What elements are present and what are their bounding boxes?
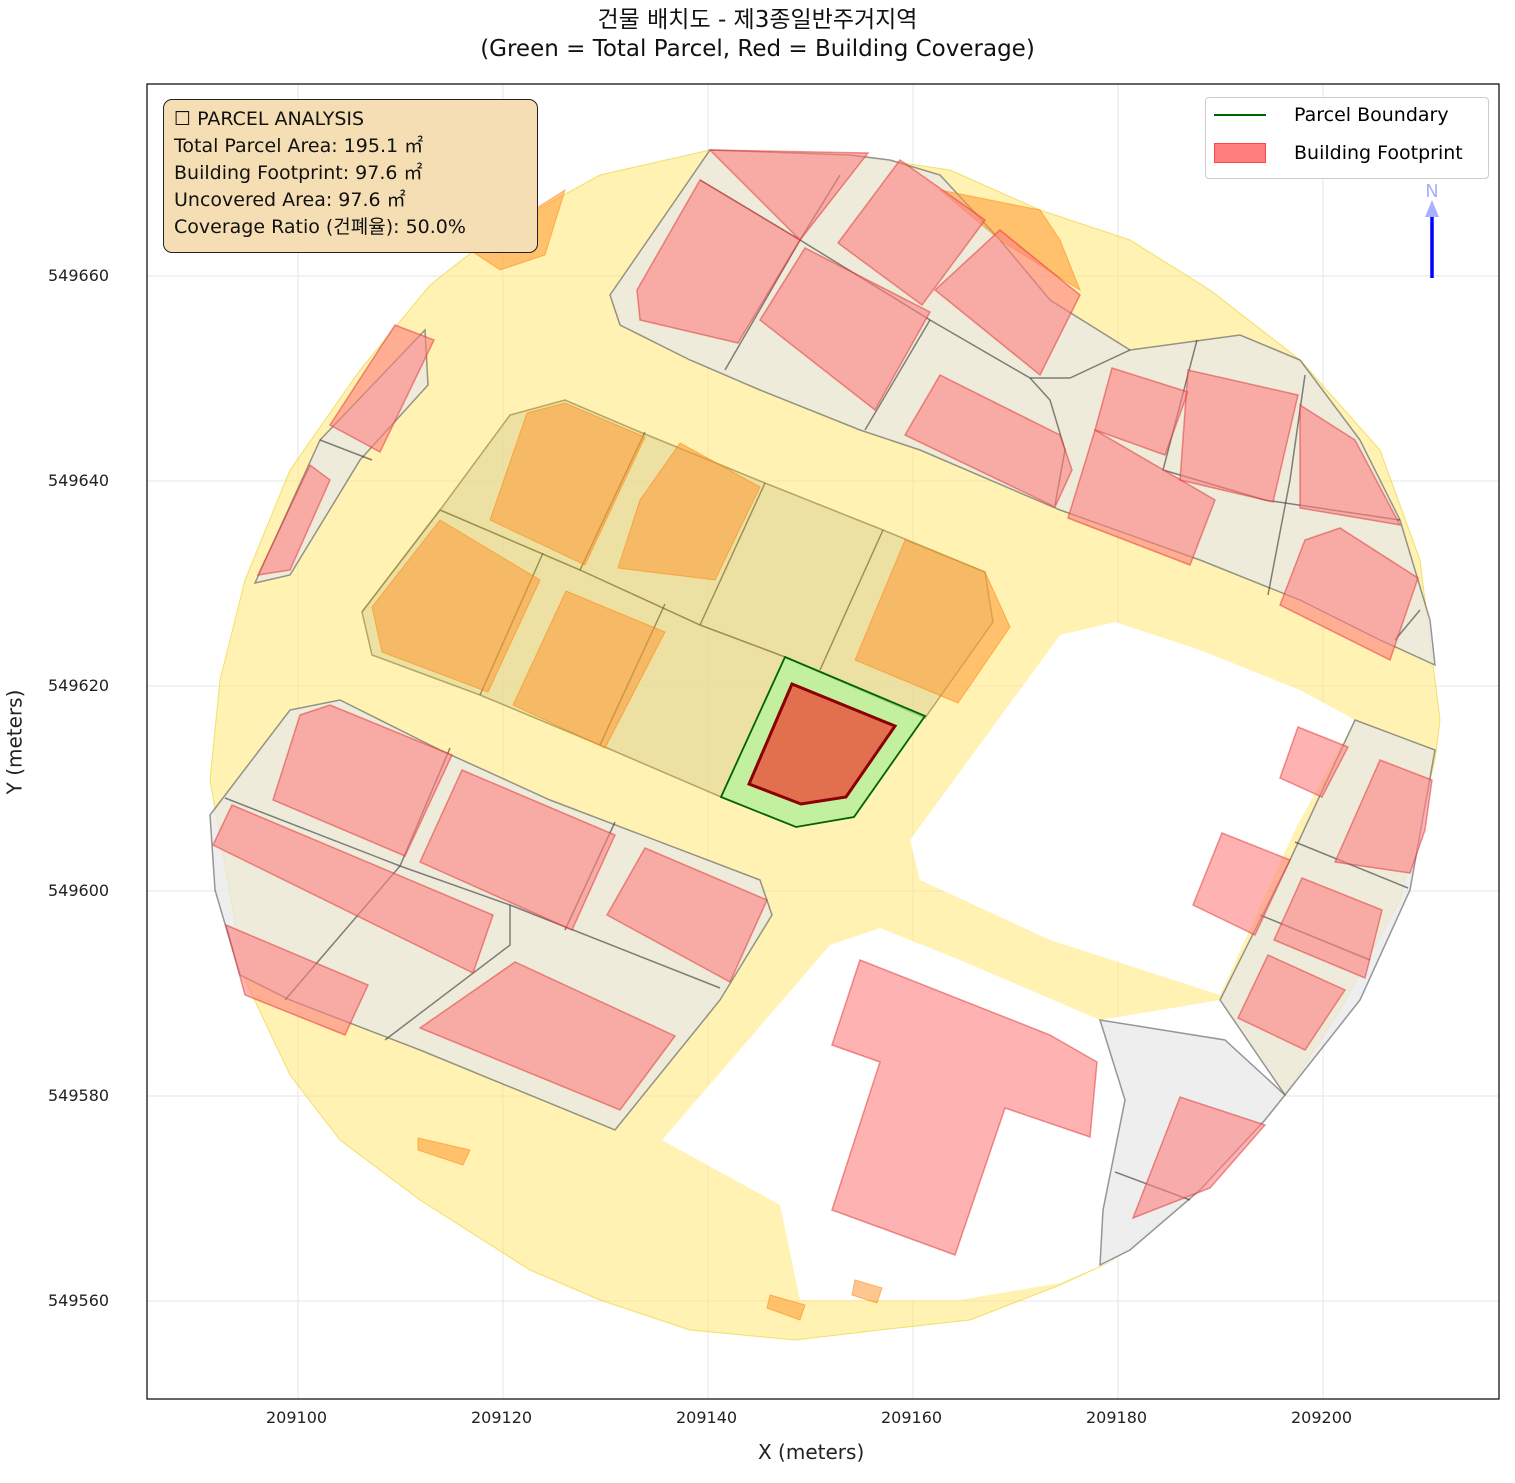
y-axis-label: Y (meters) [2, 689, 27, 795]
y-tick-label: 549640 [48, 471, 110, 490]
parcel-analysis-box: ☐ PARCEL ANALYSIS Total Parcel Area: 195… [163, 99, 538, 253]
chart-title: 건물 배치도 - 제3종일반주거지역 [597, 7, 918, 33]
legend-parcel: Parcel Boundary [1294, 104, 1449, 126]
info-building-footprint: Building Footprint: 97.6 ㎡ [174, 162, 423, 184]
legend: Parcel Boundary Building Footprint [1205, 97, 1489, 179]
legend-building: Building Footprint [1294, 142, 1463, 164]
y-tick-label: 549660 [48, 266, 110, 285]
y-tick-label: 549580 [48, 1086, 110, 1105]
legend-line-swatch [1214, 114, 1266, 116]
x-tick-label: 209200 [1291, 1408, 1353, 1427]
y-tick-label: 549620 [48, 676, 110, 695]
info-coverage: Coverage Ratio (건폐율): 50.0% [174, 216, 466, 238]
legend-patch-swatch [1214, 143, 1266, 163]
other-buildings [212, 149, 1433, 1256]
x-tick-label: 209120 [471, 1408, 533, 1427]
x-tick-label: 209180 [1086, 1408, 1148, 1427]
x-tick-label: 209160 [881, 1408, 943, 1427]
north-label: N [1425, 181, 1438, 202]
info-heading: ☐ PARCEL ANALYSIS [174, 108, 365, 130]
axes-frame [146, 83, 1500, 1400]
target-building [747, 682, 898, 806]
x-tick-label: 209100 [266, 1408, 328, 1427]
info-uncovered: Uncovered Area: 97.6 ㎡ [174, 189, 406, 211]
buildings-in-buffer [371, 188, 1082, 1321]
y-tick-label: 549600 [48, 881, 110, 900]
chart-subtitle: (Green = Total Parcel, Red = Building Co… [480, 36, 1035, 62]
y-tick-label: 549560 [48, 1291, 110, 1310]
x-axis-label: X (meters) [758, 1440, 865, 1464]
north-arrow-head [1425, 200, 1439, 217]
x-tick-label: 209140 [676, 1408, 738, 1427]
info-total-parcel: Total Parcel Area: 195.1 ㎡ [174, 135, 424, 157]
